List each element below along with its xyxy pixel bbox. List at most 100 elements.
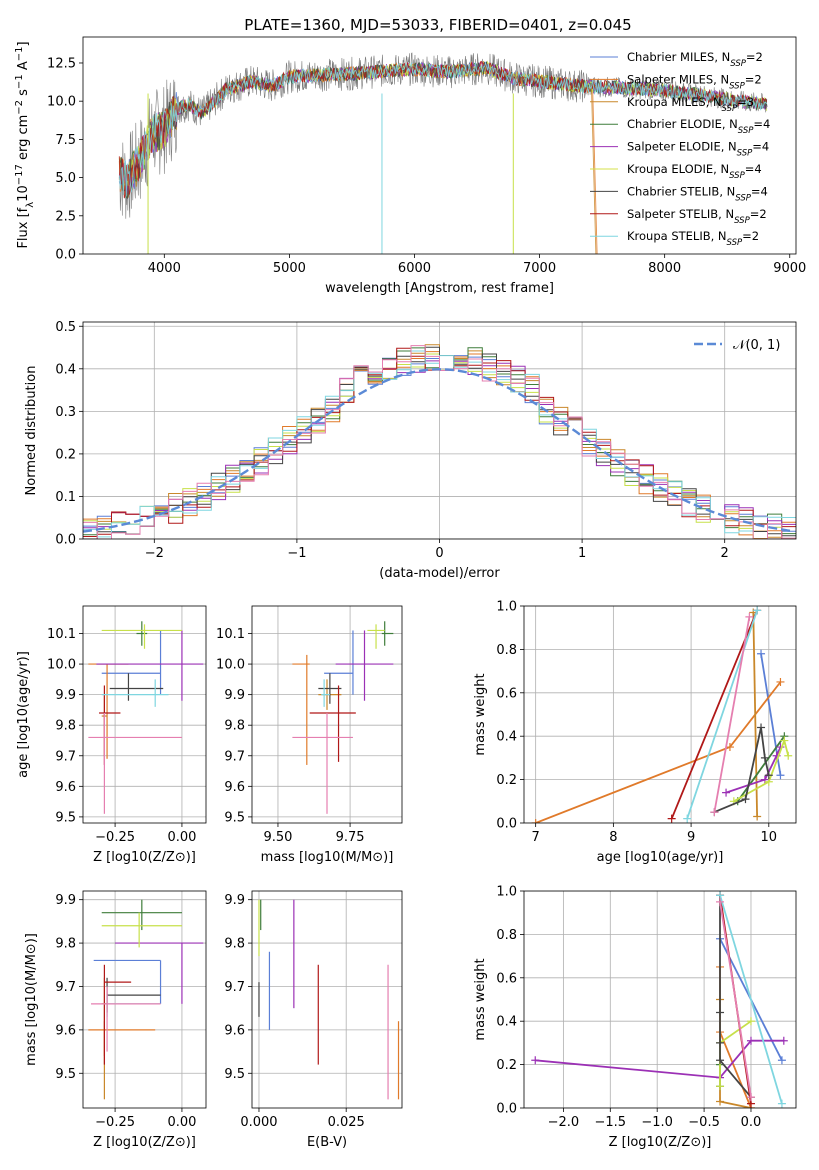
plot-area (252, 891, 402, 1108)
weight-marker (716, 1082, 725, 1091)
weight-marker (753, 606, 762, 615)
weight-marker (531, 1056, 540, 1065)
plot-area (524, 891, 796, 1108)
y-tick-label: 0.2 (496, 1058, 517, 1073)
x-tick-label: 6000 (398, 261, 431, 276)
axes-frame (82, 321, 797, 540)
y-axis-label: age [log10(age/yr)] (16, 651, 31, 778)
weight-vs-age-chart: 7 8 9 10 0.0 0.2 0.4 0.6 0.8 1.0 age [log10(age/yr… (473, 600, 797, 865)
y-label-part: −17 (14, 164, 25, 185)
x-tick-label: −1 (287, 546, 306, 561)
weight-marker (746, 1093, 755, 1102)
weight-line (719, 901, 752, 1098)
y-tick-label: 7.5 (55, 133, 76, 148)
y-tick-label: 9.8 (55, 719, 76, 734)
weight-vs-Z-chart: −2.0 −1.5 −1.0 −0.5 0.0 0.0 0.2 0.4 0.6 0.8 1.0 Z [… (473, 885, 797, 1150)
x-tick-label: −1.0 (641, 1115, 673, 1130)
y-tick-label: 9.5 (55, 810, 76, 825)
x-tick-label: 7000 (523, 261, 556, 276)
weight-marker (716, 897, 725, 906)
weight-line (535, 1039, 784, 1079)
residual-hist-chart: −2 −1 0 1 2 0.0 0.1 0.2 0.3 0.4 0.5 (data-model)/er… (24, 320, 797, 581)
legend-subscript: SSP (738, 126, 754, 136)
weight-marker (722, 788, 731, 797)
y-tick-label: 9.7 (55, 980, 76, 995)
y-tick-label: 9.7 (55, 749, 76, 764)
y-tick-label: 0.1 (55, 490, 76, 505)
legend-label: Kroupa MILES, NSSP=3 (627, 95, 754, 114)
x-tick-label: 0.00 (167, 830, 196, 845)
legend-subscript: SSP (729, 81, 745, 91)
y-tick-label: 0.5 (55, 320, 76, 335)
x-tick-label: 9000 (773, 261, 806, 276)
y-axis-label: mass weight (473, 673, 488, 755)
legend-label: Salpeter ELODIE, NSSP=4 (627, 140, 769, 159)
x-tick-label: 4000 (148, 261, 181, 276)
legend-label: Kroupa STELIB, NSSP=2 (627, 229, 759, 248)
weight-line (752, 612, 758, 817)
y-label-part: −2 (14, 100, 25, 115)
axes-frame (523, 605, 797, 824)
axes-frame (251, 890, 403, 1109)
y-tick-label: 0.0 (496, 1102, 517, 1117)
weight-line (719, 895, 783, 1104)
weight-line (535, 681, 782, 823)
y-tick-label: 0.2 (496, 773, 517, 788)
x-tick-label: −2.0 (548, 1115, 580, 1130)
x-tick-label: 2 (721, 546, 729, 561)
weight-marker (710, 808, 719, 817)
plot-area (118, 52, 768, 254)
x-tick-label: 5000 (273, 261, 306, 276)
legend-label: Salpeter STELIB, NSSP=2 (627, 207, 767, 226)
legend-text: Kroupa STELIB, N (627, 229, 727, 243)
y-tick-label: 9.6 (55, 780, 76, 795)
weight-marker (757, 649, 766, 658)
weight-marker (716, 1038, 725, 1047)
legend-subscript: SSP (730, 59, 746, 69)
weight-line (670, 609, 758, 820)
weight-marker (667, 814, 676, 823)
x-tick-label: 9.75 (336, 830, 365, 845)
legend-label: Chabrier ELODIE, NSSP=4 (627, 117, 770, 136)
weight-marker (746, 1017, 755, 1026)
legend-subscript: SSP (735, 193, 751, 203)
weight-marker (746, 1036, 755, 1045)
plot-area (252, 606, 402, 823)
legend-suffix: =2 (745, 72, 762, 86)
x-tick-label: 8000 (648, 261, 681, 276)
y-tick-label: 10.0 (47, 95, 76, 110)
legend-label: Salpeter MILES, NSSP=2 (627, 72, 762, 91)
legend-text: Chabrier MILES, N (627, 50, 730, 64)
plot-area (524, 606, 796, 823)
y-tick-label: 1.0 (496, 885, 517, 900)
weight-marker (780, 736, 789, 745)
weight-marker (784, 751, 793, 760)
y-label-part: −1 (14, 47, 25, 62)
y-label-part: Flux [f (16, 207, 31, 248)
legend-text: Kroupa ELODIE, N (627, 162, 729, 176)
spectrum-chart: 4000 5000 6000 7000 8000 9000 0.0 2.5 5.0 7.5 10.0… (14, 36, 806, 296)
y-tick-label: 9.5 (55, 1067, 76, 1082)
age-vs-mass-chart: 9.50 9.75 9.5 9.6 9.7 9.8 9.9 10.0 10.1 mass [log… (216, 605, 403, 865)
y-label-part: s (16, 89, 31, 100)
weight-marker (725, 743, 734, 752)
y-axis-label: Flux [fλ10−17 erg cm−2 s−1 A−1] (14, 41, 36, 248)
legend-text: Chabrier ELODIE, N (627, 117, 738, 131)
y-tick-label: 0.0 (496, 817, 517, 832)
weight-marker (777, 1099, 786, 1108)
y-tick-label: 0.4 (55, 362, 76, 377)
x-tick-label: 8 (609, 830, 617, 845)
legend-label: Chabrier STELIB, NSSP=4 (627, 184, 768, 203)
normal-curve (83, 368, 794, 533)
y-tick-label: 0.8 (496, 928, 517, 943)
legend-suffix: =4 (751, 184, 768, 198)
weight-marker (760, 753, 769, 762)
legend-text: Salpeter ELODIE, N (627, 140, 737, 154)
x-tick-label: −0.25 (95, 1115, 135, 1130)
x-tick-label: −0.5 (688, 1115, 720, 1130)
y-label-part: A (16, 61, 31, 74)
y-tick-label: 9.8 (224, 719, 245, 734)
y-tick-label: 0.4 (496, 730, 517, 745)
axes-frame (251, 605, 403, 824)
y-tick-label: 9.7 (224, 980, 245, 995)
